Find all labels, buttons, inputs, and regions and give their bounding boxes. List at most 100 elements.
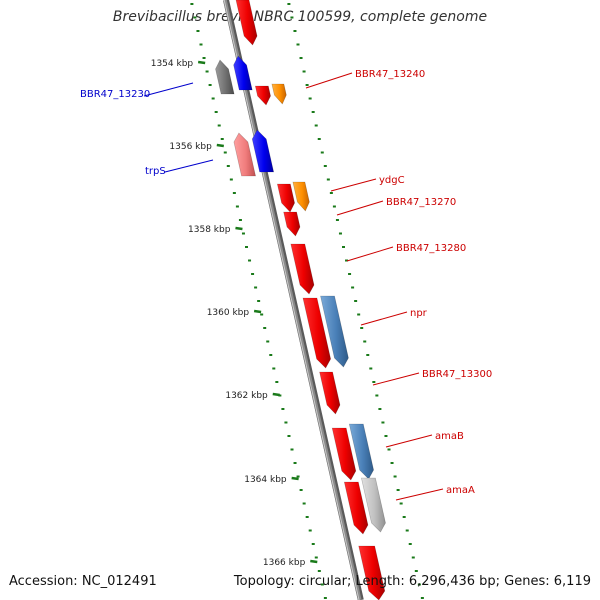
inner-scale-dot — [238, 219, 242, 221]
outer-scale-dot — [293, 30, 297, 32]
inner-scale-dot — [263, 327, 267, 329]
inner-scale-dot — [223, 151, 227, 154]
gene-arrow-reverse[interactable] — [331, 427, 357, 481]
gene-label[interactable]: BBR47_13300 — [422, 369, 492, 380]
gene-label-leader — [336, 200, 384, 216]
gene-arrow-forward[interactable] — [251, 129, 275, 173]
outer-scale-dot — [351, 286, 355, 289]
gene-label-leader — [346, 246, 394, 262]
inner-scale-dot — [305, 516, 309, 518]
inner-scale-dot — [287, 435, 291, 437]
inner-scale-dot — [314, 556, 318, 559]
outer-scale-dot — [363, 340, 367, 343]
gene-arrow-orange[interactable] — [271, 83, 287, 105]
gene-label-leader — [372, 372, 420, 386]
outer-scale-dot — [338, 232, 342, 235]
outer-scale-dot — [326, 178, 330, 181]
outer-scale-dot — [378, 408, 382, 410]
gene-arrow-reverse[interactable] — [254, 85, 271, 106]
outer-scale-dot — [387, 448, 391, 451]
inner-scale-dot — [278, 394, 282, 397]
scale-tick-mark — [291, 476, 299, 481]
inner-scale-dot — [272, 367, 276, 370]
gene-arrow-reverse[interactable] — [290, 243, 315, 295]
inner-scale-dot — [190, 3, 194, 5]
gene-arrow-forward[interactable] — [233, 55, 253, 91]
outer-scale-dot — [311, 111, 315, 113]
outer-scale-dot — [420, 597, 424, 599]
gene-arrow-forward-pink[interactable] — [233, 132, 256, 177]
gene-arrow-reverse[interactable] — [283, 211, 301, 237]
inner-scale-dot — [260, 313, 264, 316]
gene-label-leader — [385, 434, 433, 448]
outer-scale-dot — [396, 489, 400, 491]
inner-scale-dot — [241, 232, 245, 235]
outer-scale-dot — [354, 300, 358, 302]
gene-arrow-reverse[interactable] — [302, 297, 331, 369]
outer-scale-dot — [381, 421, 385, 424]
inner-scale-dot — [317, 570, 321, 572]
inner-scale-dot — [214, 111, 218, 113]
inner-scale-dot — [193, 16, 197, 19]
scale-tick-label: 1354 kbp — [151, 59, 194, 69]
gene-label[interactable]: amaA — [446, 485, 475, 496]
inner-scale-dot — [248, 259, 252, 262]
gene-arrow-gray[interactable] — [361, 477, 386, 533]
gene-label[interactable]: trpS — [145, 166, 166, 177]
gene-arrow-blue-steel[interactable] — [320, 295, 349, 368]
scale-tick-label: 1362 kbp — [225, 391, 268, 401]
outer-scale-dot — [308, 97, 312, 100]
gene-label[interactable]: BBR47_13230 — [80, 89, 150, 100]
outer-scale-dot — [299, 57, 303, 59]
gene-arrow-orange[interactable] — [292, 181, 310, 212]
gene-label-leader — [143, 82, 194, 97]
gene-label[interactable]: npr — [410, 308, 428, 319]
inner-scale-dot — [323, 597, 327, 599]
inner-scale-dot — [302, 502, 306, 505]
accession-text: Accession: NC_012491 — [9, 574, 157, 589]
gene-label[interactable]: ydgC — [379, 175, 405, 186]
inner-scale-dot — [205, 70, 209, 73]
inner-scale-dot — [211, 97, 215, 100]
genome-backbone-highlight — [223, 0, 360, 600]
outer-scale-dot — [320, 151, 324, 154]
inner-scale-dot — [299, 489, 303, 491]
gene-arrow-reverse[interactable] — [358, 545, 386, 600]
gene-label[interactable]: BBR47_13240 — [355, 69, 425, 80]
inner-scale-dot — [296, 475, 300, 478]
gene-arrow-reverse[interactable] — [343, 481, 369, 535]
gene-label[interactable]: BBR47_13280 — [396, 243, 466, 254]
outer-scale-dot — [369, 367, 373, 370]
outer-scale-dot — [287, 3, 291, 5]
outer-scale-dot — [384, 435, 388, 437]
inner-scale-dot — [254, 286, 258, 289]
inner-scale-dot — [320, 583, 324, 586]
gene-label[interactable]: amaB — [435, 431, 464, 442]
gene-label[interactable]: BBR47_13270 — [386, 197, 456, 208]
gene-arrow-blue-steel[interactable] — [348, 423, 374, 480]
scale-tick-mark — [235, 226, 243, 231]
outer-scale-dot — [405, 529, 409, 532]
gene-arrow-reverse[interactable] — [319, 371, 341, 415]
outer-scale-dot — [323, 165, 327, 167]
gene-arrow-reverse[interactable] — [235, 0, 258, 46]
gene-arrow-forward-gray[interactable] — [215, 59, 235, 95]
scale-tick-label: 1360 kbp — [207, 308, 250, 318]
outer-scale-dot — [348, 273, 352, 275]
outer-scale-dot — [390, 462, 394, 464]
outer-scale-dot — [335, 219, 339, 221]
map-title: Brevibacillus brevis NBRC 100599, comple… — [112, 9, 488, 25]
inner-scale-dot — [208, 84, 212, 86]
outer-scale-dot — [332, 205, 336, 208]
inner-scale-dot — [275, 381, 279, 383]
outer-scale-dot — [408, 543, 412, 545]
outer-scale-dot — [411, 556, 415, 559]
inner-scale-dot — [311, 543, 315, 545]
inner-scale-dot — [308, 529, 312, 532]
outer-scale-dot — [329, 192, 333, 194]
gene-arrow-reverse[interactable] — [276, 183, 295, 213]
outer-scale-dot — [290, 16, 294, 19]
outer-scale-dot — [342, 246, 346, 248]
inner-scale-dot — [284, 421, 288, 424]
gene-label-leader — [305, 72, 353, 89]
